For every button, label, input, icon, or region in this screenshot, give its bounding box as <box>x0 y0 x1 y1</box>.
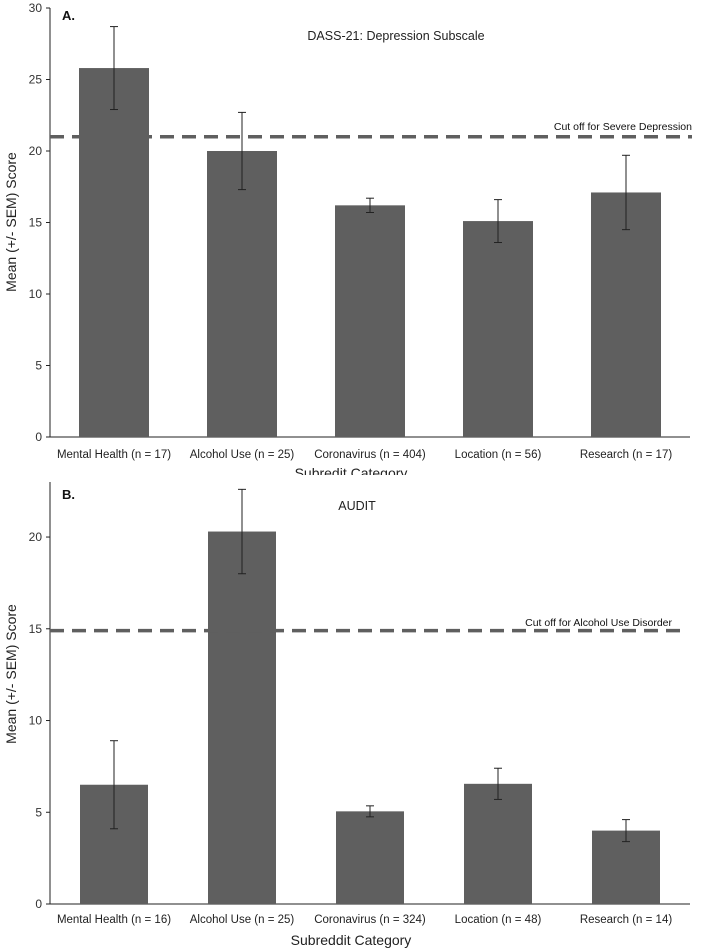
category-label: Alcohol Use (n = 25) <box>190 449 295 461</box>
error-bar <box>494 767 502 800</box>
panel-label: B. <box>62 487 75 502</box>
category-label: Location (n = 56) <box>455 449 542 461</box>
y-tick-label: 25 <box>29 73 43 87</box>
category-label: Research (n = 14) <box>580 914 673 926</box>
category-label: Alcohol Use (n = 25) <box>190 914 295 926</box>
error-bar <box>366 805 374 818</box>
cutoff-label: Cut off for Severe Depression <box>554 121 692 133</box>
error-bar <box>622 154 630 231</box>
error-bar <box>494 199 502 244</box>
y-tick-label: 20 <box>29 144 43 158</box>
bar <box>207 151 277 437</box>
category-label: Research (n = 17) <box>580 449 673 461</box>
category-label: Mental Health (n = 16) <box>57 914 171 926</box>
bar <box>336 811 404 904</box>
bar <box>79 68 149 437</box>
panel-label: A. <box>62 8 75 23</box>
y-tick-label: 5 <box>35 805 42 819</box>
error-bar <box>238 488 246 575</box>
y-tick-label: 0 <box>35 430 42 444</box>
bar <box>592 830 660 904</box>
chart-title: DASS-21: Depression Subscale <box>307 29 484 43</box>
category-label: Coronavirus (n = 404) <box>314 449 426 461</box>
x-axis-label: Subredit Category <box>295 465 408 475</box>
y-tick-label: 15 <box>29 216 43 230</box>
y-axis-label: Mean (+/- SEM) Score <box>3 152 19 292</box>
y-tick-label: 10 <box>29 287 43 301</box>
category-label: Location (n = 48) <box>455 914 542 926</box>
cutoff-label: Cut off for Alcohol Use Disorder <box>525 617 672 629</box>
y-tick-label: 20 <box>29 530 43 544</box>
bar <box>591 192 661 437</box>
y-tick-label: 0 <box>35 897 42 911</box>
category-label: Coronavirus (n = 324) <box>314 914 426 926</box>
y-tick-label: 10 <box>29 714 43 728</box>
error-bar <box>110 740 118 830</box>
y-tick-label: 30 <box>29 1 43 15</box>
bar <box>464 783 532 904</box>
x-axis-label: Subreddit Category <box>291 932 412 948</box>
depression-chart: A. DASS-21: Depression Subscale 0 5 10 15 20… <box>3 1 692 475</box>
error-bar <box>622 819 630 843</box>
y-tick-label: 15 <box>29 622 43 636</box>
audit-chart: B. AUDIT 0 5 10 15 20 Mental Health (n = 16)… <box>3 482 690 948</box>
bar <box>463 221 533 437</box>
y-tick-label: 5 <box>35 359 42 373</box>
error-bar <box>238 111 246 191</box>
error-bar <box>366 197 374 213</box>
bar <box>335 205 405 437</box>
category-label: Mental Health (n = 17) <box>57 449 171 461</box>
bar <box>208 531 276 904</box>
y-axis-label: Mean (+/- SEM) Score <box>3 604 19 744</box>
error-bar <box>110 26 118 111</box>
chart-title: AUDIT <box>338 499 376 513</box>
